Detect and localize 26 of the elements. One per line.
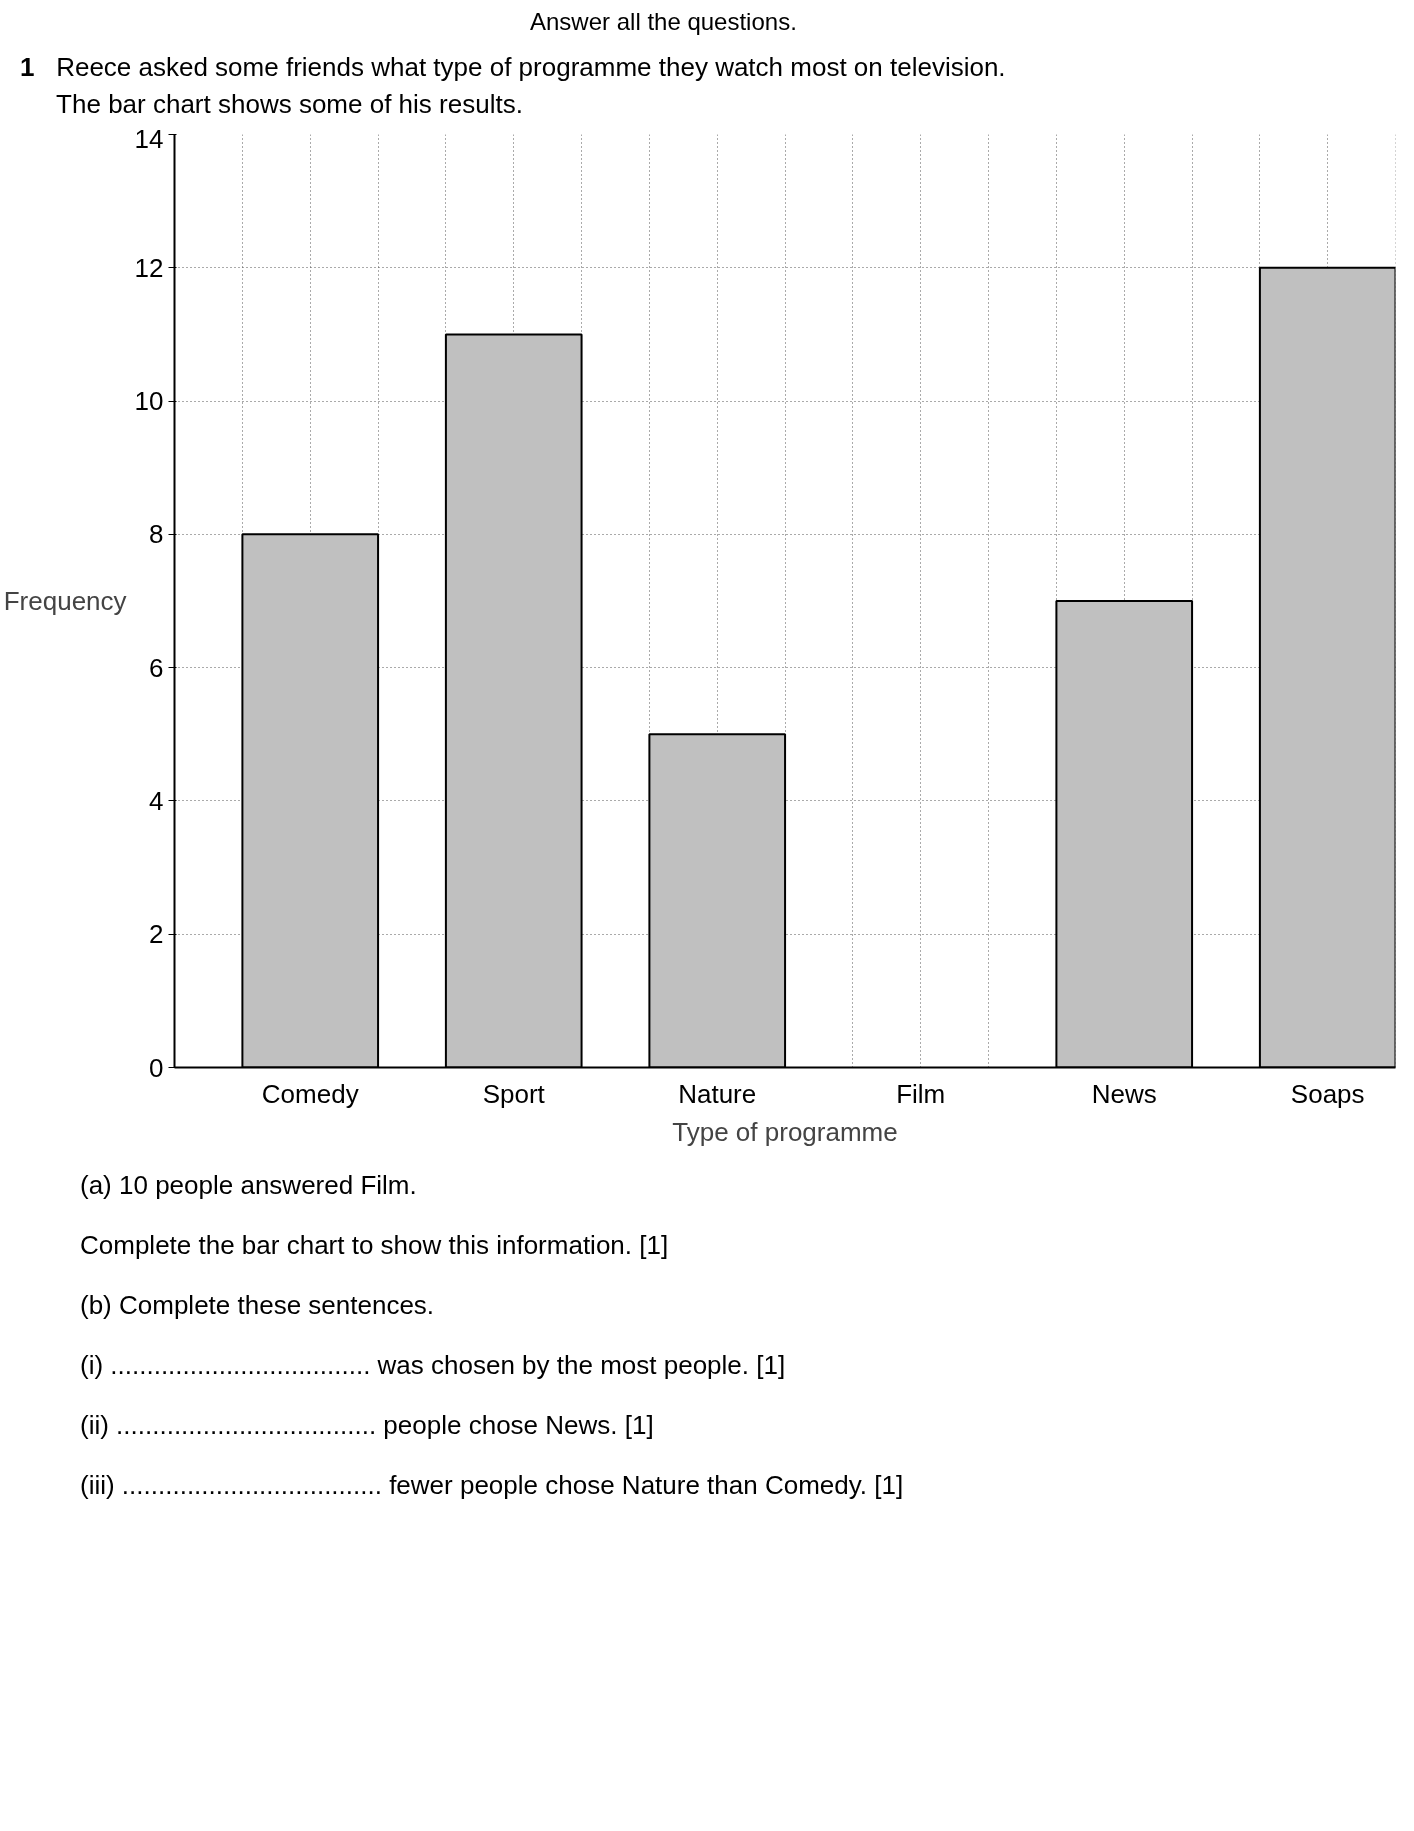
text: 1 <box>20 52 35 83</box>
chart-title: Reece asked some friends what type of programme they watch most on television. <box>56 52 1006 83</box>
y-tick-label: 12 <box>134 252 164 283</box>
text: (a) 10 people answered Film. <box>80 1168 417 1202</box>
text: Answer all the questions. <box>530 7 797 37</box>
x-tick-label: Nature <box>678 1078 757 1109</box>
y-tick-label: 6 <box>149 652 164 683</box>
y-tick-label: 14 <box>134 123 164 154</box>
y-tick-label: 2 <box>149 918 164 949</box>
x-tick-label: Film <box>896 1078 946 1109</box>
y-tick-label: 0 <box>149 1052 164 1083</box>
chart-subtitle: The bar chart shows some of his results. <box>56 89 523 120</box>
x-tick-label: Soaps <box>1290 1078 1365 1109</box>
text: Complete the bar chart to show this information. [1] <box>80 1228 669 1262</box>
text: (b) Complete these sentences. <box>80 1288 435 1322</box>
y-tick-label: 8 <box>149 518 164 549</box>
x-tick-label: Comedy <box>261 1078 359 1109</box>
y-tick-label: 4 <box>149 785 164 816</box>
text: (ii) .................................... people chose News. [1] <box>80 1409 654 1443</box>
x-tick-label: Sport <box>482 1078 546 1109</box>
y-axis-title: Frequency <box>3 585 127 616</box>
y-tick-label: 10 <box>134 385 164 416</box>
x-axis-title: Type of programme <box>672 1116 898 1147</box>
text: (i) .................................... was chosen by the most people. [1] <box>80 1349 786 1382</box>
x-tick-label: News <box>1091 1078 1157 1109</box>
text: (iii) .................................... fewer people chose Nature than Comedy. [1] <box>80 1469 904 1503</box>
